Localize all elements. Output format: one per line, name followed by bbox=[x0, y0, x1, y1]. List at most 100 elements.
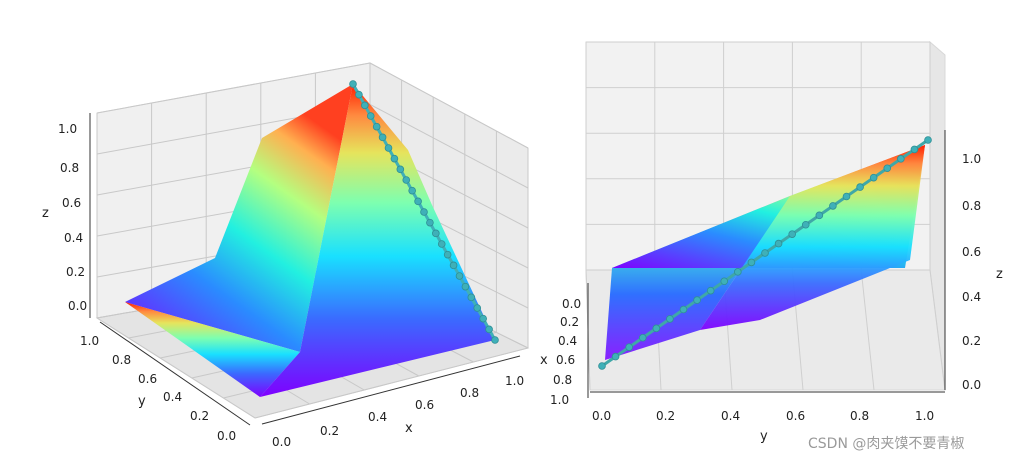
right-scatter-point bbox=[869, 173, 878, 182]
right-scatter-point bbox=[788, 230, 796, 238]
left-x-tick-5: 0.8 bbox=[460, 386, 479, 400]
left-z-tick-1: 1.0 bbox=[58, 122, 77, 136]
left-y-tick-6: 0.0 bbox=[217, 429, 236, 443]
right-scatter-point bbox=[829, 202, 837, 210]
right-scatter-point bbox=[774, 239, 783, 248]
right-x-tick-5: 0.8 bbox=[553, 373, 572, 387]
left-x-axis-line bbox=[261, 355, 521, 425]
right-scatter-point bbox=[734, 268, 742, 276]
left-x-label: x bbox=[405, 421, 413, 436]
left-x-tick-4: 0.6 bbox=[415, 398, 434, 412]
right-scatter-point bbox=[856, 183, 864, 191]
left-scatter-point bbox=[461, 282, 470, 291]
right-scatter-point bbox=[883, 164, 892, 173]
right-scatter-point bbox=[652, 324, 661, 333]
left-scatter-point bbox=[455, 272, 464, 280]
left-scatter-point bbox=[485, 325, 493, 334]
right-y-tick-1: 0.0 bbox=[592, 409, 611, 423]
left-y-tick-1: 1.0 bbox=[80, 334, 99, 348]
left-scatter-point bbox=[426, 218, 434, 227]
right-scatter-point bbox=[924, 136, 932, 144]
right-z-tick-4: 0.4 bbox=[962, 290, 981, 304]
left-surface-right bbox=[260, 84, 495, 397]
left-y-tick-4: 0.4 bbox=[163, 390, 182, 404]
grid-line bbox=[860, 269, 875, 391]
left-scatter-point bbox=[361, 101, 369, 110]
right-scatter-point bbox=[679, 305, 688, 314]
left-scatter-point bbox=[432, 229, 440, 238]
right-y-tick-2: 0.2 bbox=[656, 409, 675, 423]
left-x-tick-2: 0.2 bbox=[320, 424, 339, 438]
left-scatter-point bbox=[467, 293, 476, 302]
left-x-tick-1: 0.0 bbox=[272, 435, 291, 449]
left-scatter-point bbox=[449, 261, 458, 270]
right-z-tick-1: 1.0 bbox=[962, 152, 981, 166]
grid-line bbox=[96, 317, 256, 419]
right-z-label: z bbox=[996, 267, 1003, 282]
grid-line bbox=[96, 62, 371, 114]
left-z-tick-3: 0.6 bbox=[62, 196, 81, 210]
left-scatter-point bbox=[366, 112, 375, 120]
left-scatter-point bbox=[408, 186, 416, 195]
grid-line bbox=[369, 103, 529, 189]
left-scatter-point bbox=[372, 122, 381, 131]
right-scatter-point bbox=[611, 352, 620, 361]
left-scatter-point bbox=[479, 314, 487, 323]
right-y-tick-5: 0.8 bbox=[850, 409, 869, 423]
left-x-tick-3: 0.4 bbox=[368, 410, 387, 424]
right-z-tick-5: 0.2 bbox=[962, 334, 981, 348]
left-scatter-point bbox=[402, 176, 411, 184]
left-scatter-point bbox=[384, 144, 393, 152]
left-scatter-point bbox=[414, 197, 422, 206]
left-y-tick-3: 0.6 bbox=[138, 372, 157, 386]
right-x-tick-3: 0.4 bbox=[558, 334, 577, 348]
right-scatter-point bbox=[842, 192, 851, 201]
right-surface-front bbox=[700, 145, 925, 330]
right-x-tick-1: 0.0 bbox=[562, 297, 581, 311]
right-z-tick-3: 0.6 bbox=[962, 245, 981, 259]
left-z-tick-2: 0.8 bbox=[60, 161, 79, 175]
right-plot: 0.0 0.2 0.4 0.6 0.8 1.0 x 0.0 0.2 0.4 0.… bbox=[540, 40, 1003, 444]
right-y-tick-4: 0.6 bbox=[786, 409, 805, 423]
right-scatter-point bbox=[625, 343, 633, 351]
left-y-tick-2: 0.8 bbox=[112, 353, 131, 367]
left-scatter-point bbox=[390, 154, 399, 163]
right-scatter-point bbox=[801, 220, 810, 229]
left-scatter-point bbox=[355, 90, 363, 99]
right-scatter-point bbox=[897, 155, 905, 163]
left-scatter-point bbox=[420, 208, 428, 216]
right-scatter-point bbox=[693, 296, 701, 304]
left-scatter-point bbox=[491, 336, 499, 344]
right-scatter-point bbox=[747, 258, 756, 267]
left-z-tick-4: 0.4 bbox=[64, 231, 83, 245]
right-x-tick-4: 0.6 bbox=[556, 353, 575, 367]
watermark: CSDN @肉夹馍不要青椒 bbox=[808, 436, 964, 452]
left-scatter-point bbox=[437, 240, 446, 248]
left-surface-back-left bbox=[125, 84, 353, 352]
left-z-tick-6: 0.0 bbox=[68, 299, 87, 313]
right-scatter-point bbox=[706, 286, 715, 295]
right-scatter-point bbox=[666, 315, 674, 323]
left-scatter-points bbox=[349, 80, 499, 344]
right-scatter-point bbox=[638, 333, 647, 342]
right-scatter-point bbox=[910, 145, 919, 154]
right-y-label: y bbox=[760, 429, 768, 444]
left-scatter-point bbox=[396, 165, 405, 174]
right-scatter-points bbox=[598, 136, 932, 370]
left-surface-front-left bbox=[125, 302, 300, 397]
right-y-tick-3: 0.4 bbox=[721, 409, 740, 423]
right-scatter-point bbox=[761, 249, 769, 257]
right-z-tick-2: 0.8 bbox=[962, 199, 981, 213]
left-scatter-point bbox=[378, 133, 387, 142]
grid-line bbox=[369, 62, 529, 149]
left-z-tick-5: 0.2 bbox=[66, 265, 85, 279]
left-scatter-point bbox=[473, 304, 482, 312]
left-z-label: z bbox=[42, 206, 49, 221]
right-scatter-point bbox=[720, 277, 729, 286]
left-y-tick-5: 0.2 bbox=[190, 409, 209, 423]
right-scatter-point bbox=[598, 362, 606, 370]
grid-line bbox=[254, 347, 529, 419]
right-x-tick-2: 0.2 bbox=[560, 315, 579, 329]
right-y-tick-6: 1.0 bbox=[915, 409, 934, 423]
